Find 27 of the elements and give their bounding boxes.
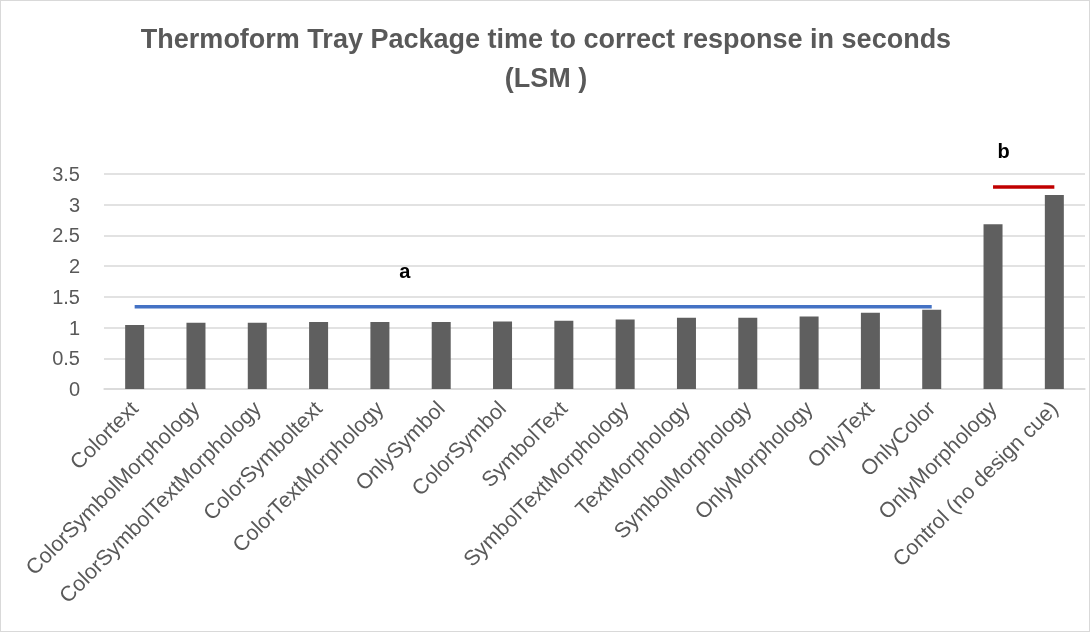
bar <box>186 322 206 389</box>
annotation: a <box>399 259 412 282</box>
bar <box>615 319 635 389</box>
y-tick-label: 0.5 <box>52 347 80 370</box>
y-tick-label: 1.5 <box>52 285 80 308</box>
bar <box>431 322 451 389</box>
bar <box>125 325 145 389</box>
bar <box>676 317 696 389</box>
bar <box>309 322 329 389</box>
bar <box>554 320 574 389</box>
y-tick-label: 3.5 <box>52 163 80 185</box>
y-tick-label: 1 <box>68 316 80 339</box>
y-tick-label: 0 <box>68 378 80 400</box>
bar <box>247 322 267 389</box>
y-tick-label: 3 <box>68 193 80 216</box>
bar <box>922 309 942 389</box>
text: b <box>997 139 1010 162</box>
bar <box>860 312 880 389</box>
bar <box>1044 194 1064 389</box>
y-tick-label: 2.5 <box>52 224 80 247</box>
y-tick-label: 2 <box>68 255 80 278</box>
bar <box>799 316 819 389</box>
chart-title: Thermoform Tray Package time to correct response in seconds (LSM ) <box>139 23 953 95</box>
bar <box>983 224 1003 389</box>
bar <box>493 321 513 389</box>
bar <box>370 322 390 389</box>
bar <box>738 317 758 389</box>
